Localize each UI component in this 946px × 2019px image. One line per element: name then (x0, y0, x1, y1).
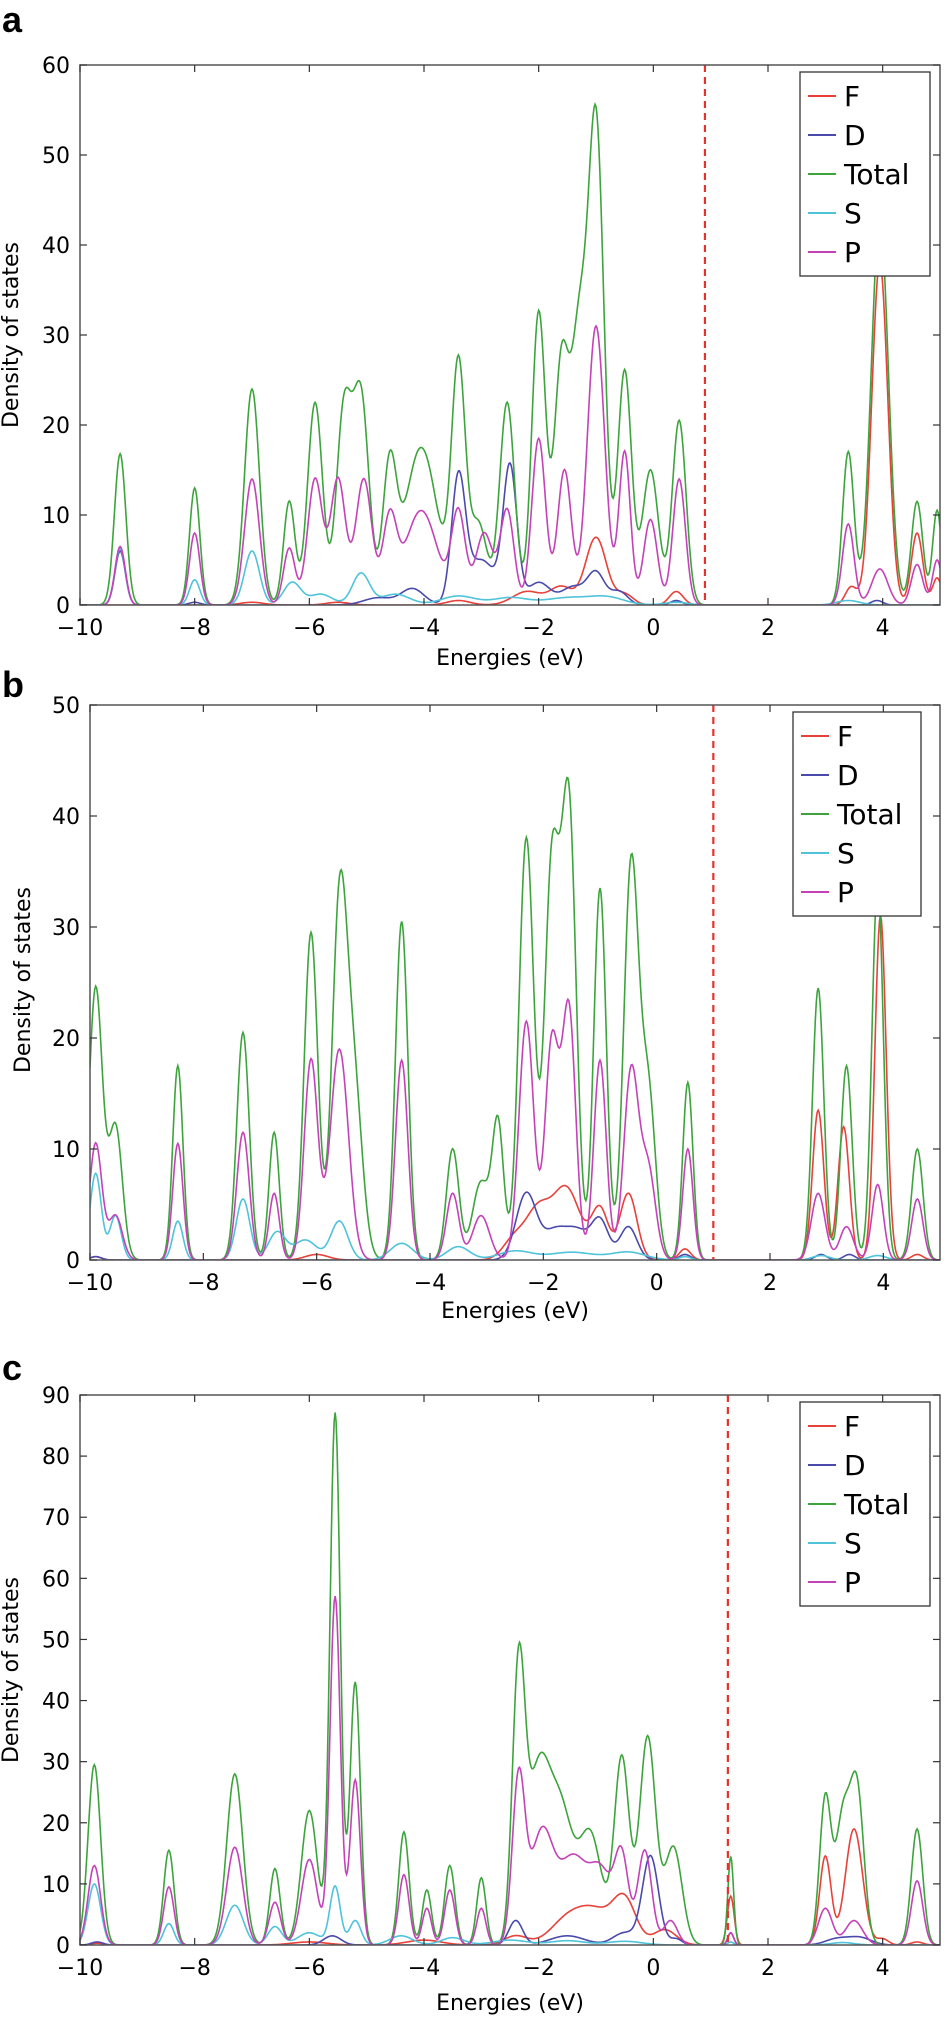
x-tick-label: −2 (527, 1271, 559, 1296)
y-tick-label: 0 (66, 1249, 80, 1274)
legend-label-d: D (837, 759, 859, 792)
y-tick-label: 50 (52, 694, 80, 719)
legend-box (799, 71, 931, 277)
y-tick-label: 50 (42, 1628, 70, 1653)
x-tick-label: −4 (408, 1956, 440, 1981)
x-tick-label: −6 (293, 616, 325, 641)
legend-label-p: P (844, 236, 861, 269)
x-tick-label: −10 (57, 1956, 103, 1981)
x-tick-label: −2 (522, 1956, 554, 1981)
x-tick-label: 4 (876, 1271, 890, 1296)
legend-label-s: S (844, 1527, 862, 1560)
legend-label-f: F (844, 1410, 860, 1443)
y-tick-label: 0 (56, 594, 70, 619)
x-tick-label: −8 (187, 1271, 219, 1296)
legend-label-total: Total (843, 158, 909, 191)
x-axis-label: Energies (eV) (436, 646, 584, 671)
y-tick-label: 40 (42, 234, 70, 259)
legend-label-total: Total (843, 1488, 909, 1521)
series-line-total (80, 1412, 940, 1945)
y-axis-label: Density of states (0, 242, 24, 428)
x-tick-label: 0 (646, 616, 660, 641)
series-line-p (90, 997, 940, 1260)
legend-label-s: S (844, 197, 862, 230)
legend-label-d: D (844, 119, 866, 152)
y-axis-label: Density of states (11, 887, 36, 1073)
y-tick-label: 30 (42, 1751, 70, 1776)
y-tick-label: 60 (42, 54, 70, 79)
y-tick-label: 40 (42, 1690, 70, 1715)
x-tick-label: 2 (763, 1271, 777, 1296)
series-line-d (80, 461, 940, 605)
y-tick-label: 40 (52, 805, 80, 830)
y-tick-label: 90 (42, 1384, 70, 1409)
x-tick-label: −10 (57, 616, 103, 641)
x-tick-label: −6 (300, 1271, 332, 1296)
series-line-s (80, 1882, 940, 1945)
x-tick-label: −10 (67, 1271, 113, 1296)
y-axis-label: Density of states (0, 1577, 24, 1763)
x-axis-label: Energies (eV) (436, 1991, 584, 2016)
x-tick-label: −8 (178, 1956, 210, 1981)
series-line-f (80, 260, 940, 605)
y-tick-label: 10 (42, 1873, 70, 1898)
x-tick-label: 2 (761, 616, 775, 641)
legend-label-total: Total (836, 798, 902, 831)
panel-letter-b: b (2, 664, 24, 705)
y-tick-label: 10 (52, 1138, 80, 1163)
x-tick-label: 2 (761, 1956, 775, 1981)
x-tick-label: −2 (522, 616, 554, 641)
panel-letter-c: c (2, 1347, 22, 1388)
legend-label-p: P (837, 876, 854, 909)
x-tick-label: −8 (178, 616, 210, 641)
x-axis-label: Energies (eV) (441, 1299, 589, 1324)
y-tick-label: 20 (42, 414, 70, 439)
legend-label-f: F (837, 720, 853, 753)
legend-label-s: S (837, 837, 855, 870)
plot-frame (89, 704, 941, 1261)
x-tick-label: −6 (293, 1956, 325, 1981)
series-line-s (80, 547, 940, 605)
x-tick-label: −4 (408, 616, 440, 641)
y-tick-label: 20 (42, 1812, 70, 1837)
x-tick-label: 4 (876, 616, 890, 641)
series-line-p (80, 324, 940, 605)
x-tick-label: 0 (646, 1956, 660, 1981)
legend: FD Total SP (792, 711, 922, 917)
x-tick-label: −4 (414, 1271, 446, 1296)
legend: FD Total SP (799, 71, 931, 277)
x-tick-label: 0 (650, 1271, 664, 1296)
legend-label-f: F (844, 80, 860, 113)
y-tick-label: 70 (42, 1506, 70, 1531)
series-line-p (80, 1595, 940, 1945)
y-tick-label: 80 (42, 1445, 70, 1470)
legend: FD Total SP (799, 1401, 931, 1607)
y-tick-label: 20 (52, 1027, 80, 1052)
series-line-d (90, 1191, 940, 1260)
panel-letter-a: a (2, 0, 23, 40)
legend-label-p: P (844, 1566, 861, 1599)
y-tick-label: 30 (52, 916, 80, 941)
series-line-f (80, 1827, 940, 1945)
chart-panel-c: −10 −8 −6 −4 −2 0 2 40102030405060708090Energie… (0, 1384, 941, 2016)
x-tick-label: 4 (876, 1956, 890, 1981)
y-tick-label: 30 (42, 324, 70, 349)
y-tick-label: 0 (56, 1934, 70, 1959)
y-tick-label: 50 (42, 144, 70, 169)
plot-frame (79, 1394, 941, 1946)
legend-label-d: D (844, 1449, 866, 1482)
y-tick-label: 10 (42, 504, 70, 529)
y-tick-label: 60 (42, 1567, 70, 1592)
